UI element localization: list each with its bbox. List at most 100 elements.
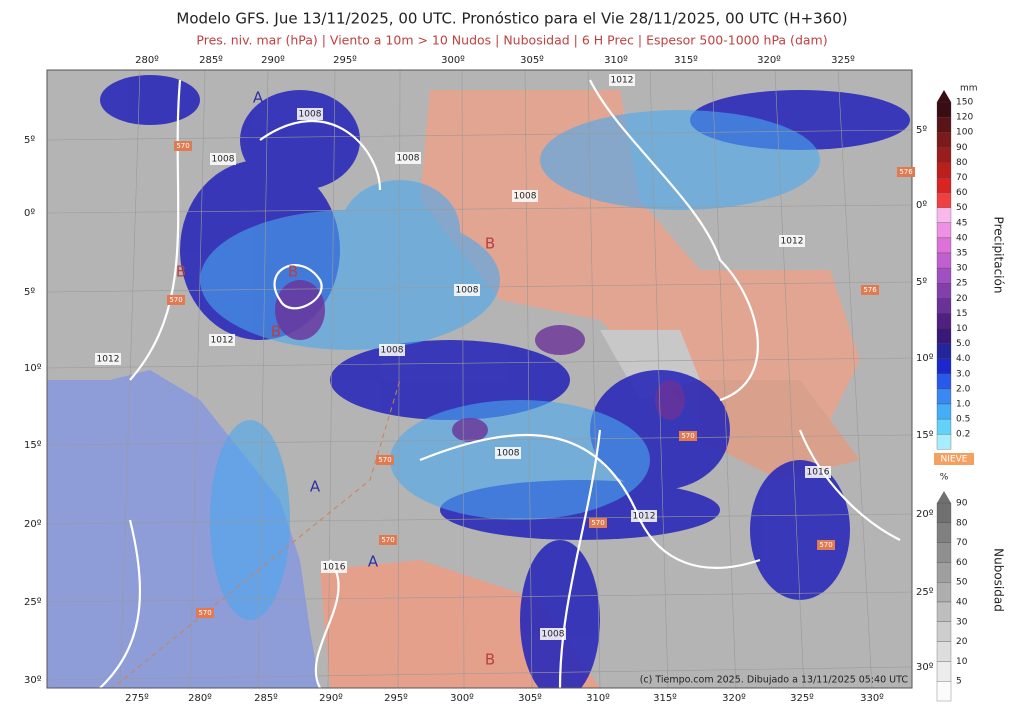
precip-level: 2.0 — [956, 384, 971, 394]
precip-level: 25 — [956, 279, 967, 289]
top-longitude: 315º — [674, 55, 698, 66]
map-frame — [46, 69, 913, 689]
precip-level: 3.0 — [956, 369, 971, 379]
precip-swatch — [936, 434, 952, 450]
top-longitude: 285º — [199, 55, 223, 66]
precip-level: 20 — [956, 294, 968, 304]
precip-level: 45 — [956, 218, 967, 228]
bottom-longitude: 290º — [319, 693, 343, 704]
right-latitude: 15º — [916, 430, 934, 441]
pressure-center: A — [368, 553, 379, 571]
bottom-longitude: 320º — [722, 693, 746, 704]
precip-swatch — [936, 116, 952, 133]
precip-swatch — [936, 283, 952, 299]
pressure-center: B — [485, 235, 495, 253]
top-longitude: 295º — [333, 55, 357, 66]
top-longitude: 320º — [757, 55, 781, 66]
left-latitude: 20º — [24, 519, 42, 530]
thickness-box — [379, 535, 397, 545]
thickness-box — [174, 141, 192, 151]
map — [47, 70, 912, 688]
cloud-level: 10 — [956, 657, 968, 667]
isobar-label: 1012 — [611, 76, 634, 86]
isobar-label: 1008 — [542, 630, 565, 640]
precip-level: 4.0 — [956, 354, 971, 364]
right-latitude: 25º — [916, 587, 934, 598]
isobar-label-box — [379, 344, 405, 356]
left-latitude: 10º — [24, 363, 42, 374]
thickness-label: 570 — [681, 432, 694, 440]
top-longitude: 300º — [441, 55, 465, 66]
isobar-label: 1016 — [323, 563, 346, 573]
cloud-swatch — [936, 681, 952, 702]
precip-level: 35 — [956, 249, 967, 259]
isobar-label-box — [297, 108, 323, 120]
precip-swatch — [936, 252, 952, 269]
left-latitude: 30º — [24, 675, 42, 686]
precip-swatch — [936, 147, 952, 163]
snow-box — [934, 453, 974, 465]
top-longitude: 310º — [604, 55, 628, 66]
bottom-longitude: 295º — [384, 693, 408, 704]
precip-unit: mm — [960, 84, 978, 94]
thickness-box — [897, 167, 915, 177]
right-latitude: 10º — [916, 353, 934, 364]
precip-level: 40 — [956, 233, 968, 243]
isobar-label: 1008 — [514, 192, 537, 202]
pressure-center: B — [288, 263, 298, 281]
cloud-swatch — [936, 542, 952, 563]
cloud-swatch — [936, 522, 952, 543]
right-latitude: 20º — [916, 509, 934, 520]
pressure-center: A — [310, 478, 321, 496]
precip-swatch — [936, 358, 952, 374]
precip-level: 150 — [956, 98, 973, 108]
precip-swatch — [936, 267, 952, 284]
subtitle: Pres. niv. mar (hPa) | Viento a 10m > 10… — [196, 33, 827, 48]
bottom-longitude: 305º — [518, 693, 542, 704]
precip-swatch — [936, 373, 952, 390]
isobar-label-box — [454, 284, 480, 296]
isobar-label: 1012 — [97, 355, 120, 365]
cloud-title: Nubosidad — [992, 548, 1006, 612]
isobar-label-box — [321, 561, 347, 573]
title: Modelo GFS. Jue 13/11/2025, 00 UTC. Pron… — [176, 10, 847, 28]
isobar-label-box — [540, 628, 566, 640]
isobar-label-box — [779, 235, 805, 247]
isobar-label: 1008 — [497, 449, 520, 459]
thickness-box — [167, 295, 185, 305]
thickness-box — [376, 455, 394, 465]
precip-level: 100 — [956, 128, 973, 138]
thickness-label: 576 — [863, 286, 877, 294]
isobar-label-box — [495, 447, 521, 459]
precip-swatch — [936, 132, 952, 148]
cloud-swatch — [936, 562, 952, 583]
isobar-label-box — [95, 353, 121, 365]
thickness-box — [589, 518, 607, 528]
cloud-swatch — [936, 661, 952, 682]
bottom-longitude: 330º — [860, 693, 884, 704]
cloud-level: 80 — [956, 518, 968, 528]
cloud-swatch — [936, 621, 952, 642]
precip-level: 80 — [956, 158, 968, 168]
precip-level: 50 — [956, 203, 968, 213]
precip-level: 90 — [956, 143, 968, 153]
precip-level: 10 — [956, 324, 968, 334]
top-longitude: 305º — [520, 55, 544, 66]
cloud-level: 60 — [956, 558, 968, 568]
thickness-box — [817, 540, 835, 550]
precip-swatch — [936, 403, 952, 420]
precip-swatch — [936, 298, 952, 314]
left-latitude: 5º — [24, 135, 35, 146]
isobar-label: 1016 — [807, 468, 830, 478]
precip-level: 30 — [956, 264, 968, 274]
top-longitude: 280º — [135, 55, 159, 66]
bottom-longitude: 285º — [254, 693, 278, 704]
isobar-label: 1008 — [299, 110, 322, 120]
isobar-label-box — [609, 74, 635, 86]
precip-level: 1.0 — [956, 400, 971, 410]
right-latitude: 5º — [916, 277, 927, 288]
pressure-center: A — [253, 89, 264, 107]
pressure-center: B — [271, 323, 281, 341]
isobar-label: 1008 — [456, 286, 479, 296]
snow-label: NIEVE — [941, 455, 968, 465]
